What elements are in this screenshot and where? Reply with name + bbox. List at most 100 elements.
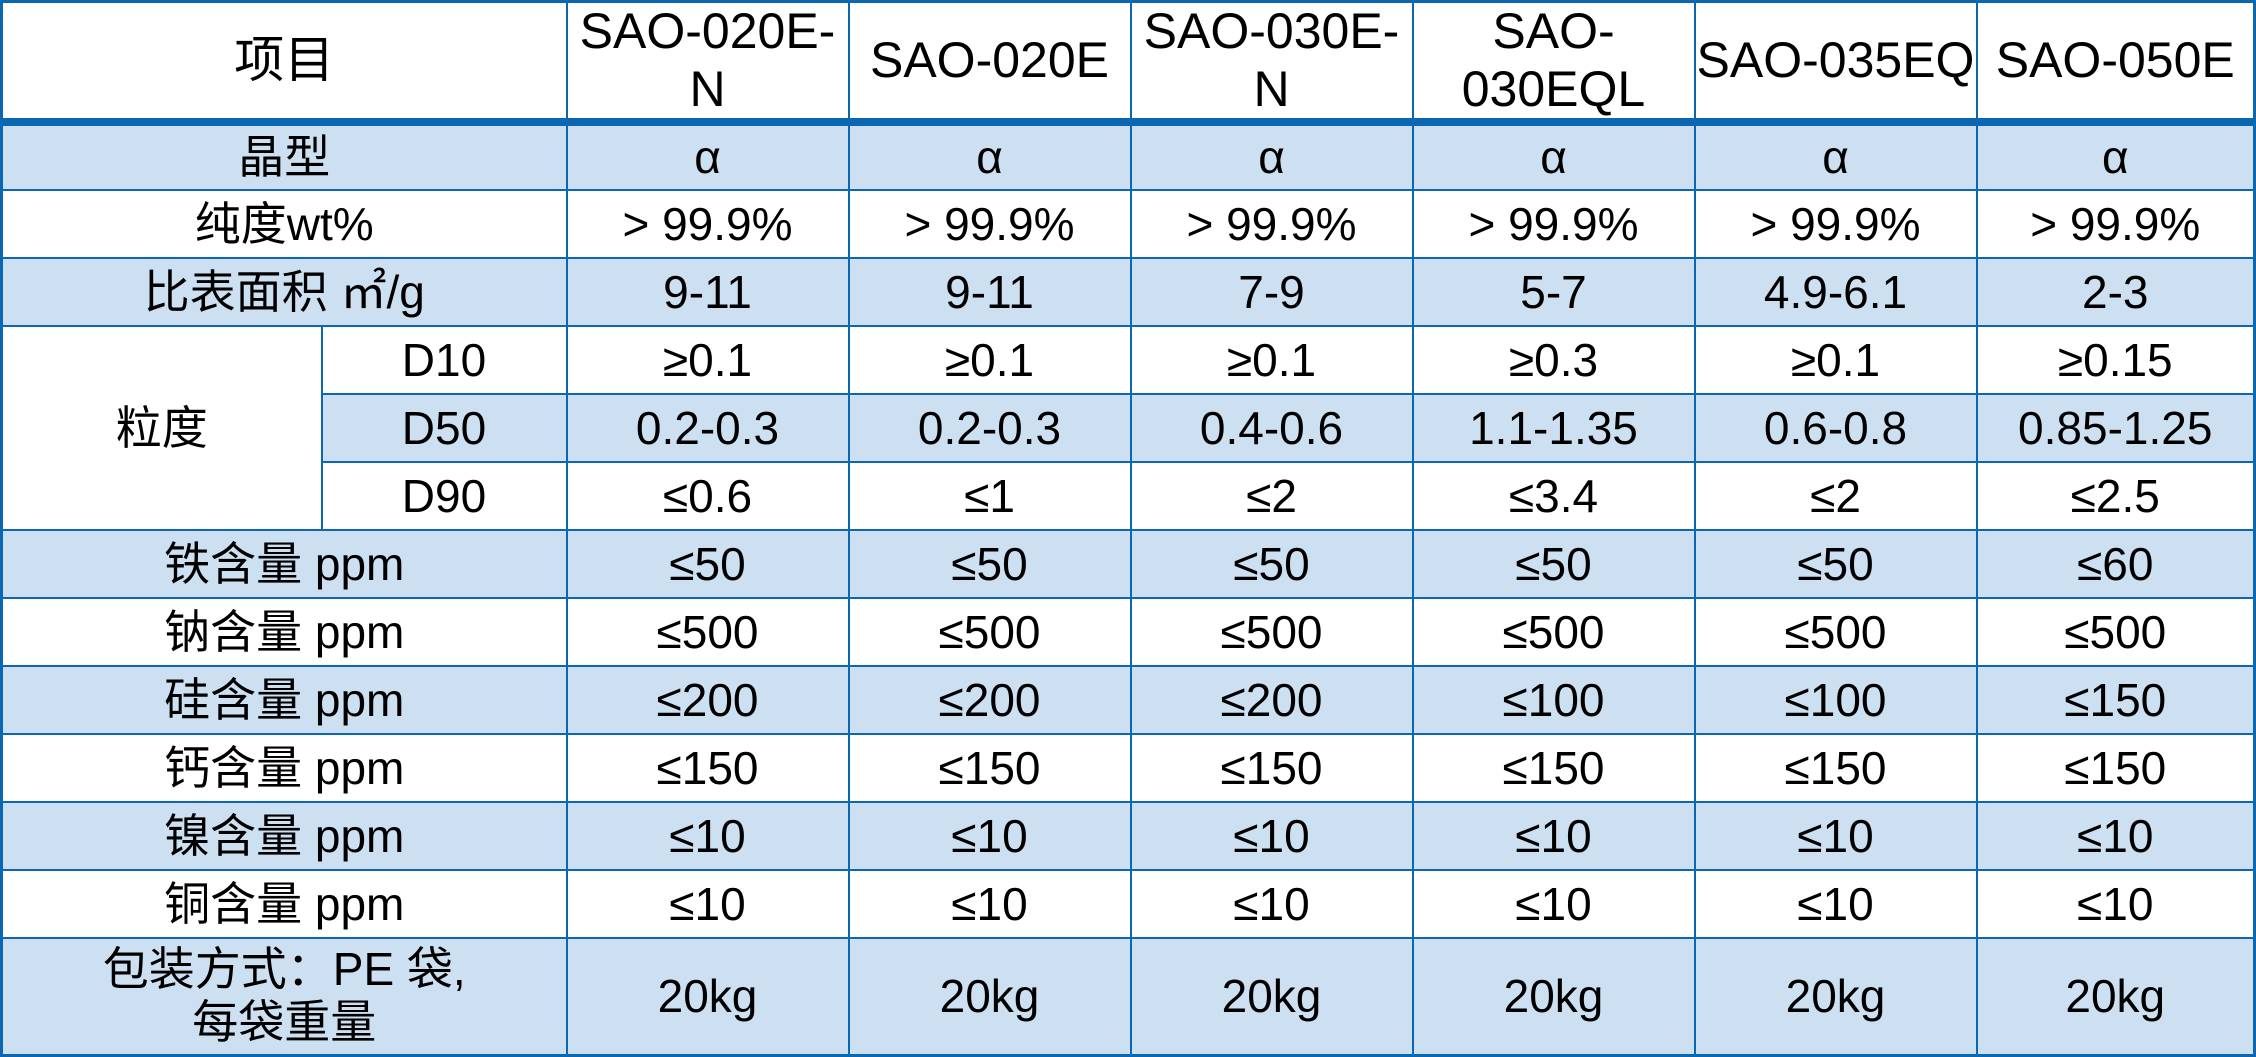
spec-value-cell: ≤50 <box>1693 529 1978 599</box>
spec-value-cell: > 99.9% <box>1693 189 1978 259</box>
spec-value-cell: ≤2 <box>1693 461 1978 531</box>
spec-value-cell: ≤1 <box>847 461 1132 531</box>
spec-value-cell: ≤500 <box>1129 597 1414 667</box>
spec-value-cell: ≤10 <box>565 801 850 871</box>
spec-value-cell: ≤10 <box>847 801 1132 871</box>
header-product-sao-035eq: SAO-035EQ <box>1693 0 1978 126</box>
spec-value-cell: ≤500 <box>1411 597 1696 667</box>
spec-value-cell: ≥0.1 <box>1693 325 1978 395</box>
spec-value-cell: 0.2-0.3 <box>565 393 850 463</box>
row-sodium-content: 钠含量 ppm ≤500 ≤500 ≤500 ≤500 ≤500 ≤500 <box>0 597 2256 667</box>
spec-value-cell: ≤50 <box>1411 529 1696 599</box>
spec-value-cell: ≥0.1 <box>847 325 1132 395</box>
spec-value-cell: > 99.9% <box>1975 189 2256 259</box>
spec-value-cell: ≤150 <box>1129 733 1414 803</box>
spec-value-cell: α <box>847 121 1132 191</box>
spec-value-cell: ≤100 <box>1411 665 1696 735</box>
row-label-copper-content: 铜含量 ppm <box>0 869 568 939</box>
spec-value-cell: ≤500 <box>1975 597 2256 667</box>
spec-value-cell: > 99.9% <box>565 189 850 259</box>
row-iron-content: 铁含量 ppm ≤50 ≤50 ≤50 ≤50 ≤50 ≤60 <box>0 529 2256 599</box>
spec-value-cell: ≤10 <box>1129 869 1414 939</box>
row-label-sodium-content: 钠含量 ppm <box>0 597 568 667</box>
spec-value-cell: 20kg <box>847 937 1132 1056</box>
row-label-crystal-form: 晶型 <box>0 121 568 191</box>
packaging-label-line1: 包装方式：PE 袋, <box>102 943 466 996</box>
header-product-sao-020e: SAO-020E <box>847 0 1132 126</box>
row-crystal-form: 晶型 α α α α α α <box>0 121 2256 191</box>
row-copper-content: 铜含量 ppm ≤10 ≤10 ≤10 ≤10 ≤10 ≤10 <box>0 869 2256 939</box>
spec-value-cell: α <box>1411 121 1696 191</box>
spec-value-cell: α <box>565 121 850 191</box>
spec-value-cell: ≤500 <box>847 597 1132 667</box>
spec-value-cell: α <box>1975 121 2256 191</box>
spec-value-cell: ≤10 <box>1693 801 1978 871</box>
spec-value-cell: > 99.9% <box>1129 189 1414 259</box>
spec-value-cell: ≤100 <box>1693 665 1978 735</box>
spec-value-cell: ≤10 <box>1129 801 1414 871</box>
row-label-surface-area: 比表面积 ㎡/g <box>0 257 568 327</box>
spec-value-cell: ≥0.3 <box>1411 325 1696 395</box>
spec-value-cell: 0.4-0.6 <box>1129 393 1414 463</box>
row-particle-size-d50: D50 0.2-0.3 0.2-0.3 0.4-0.6 1.1-1.35 0.6… <box>2 393 2256 463</box>
spec-value-cell: α <box>1129 121 1414 191</box>
spec-value-cell: ≤50 <box>565 529 850 599</box>
spec-value-cell: 0.6-0.8 <box>1693 393 1978 463</box>
row-surface-area: 比表面积 ㎡/g 9-11 9-11 7-9 5-7 4.9-6.1 2-3 <box>0 257 2256 327</box>
spec-value-cell: ≤50 <box>1129 529 1414 599</box>
spec-value-cell: 20kg <box>1411 937 1696 1056</box>
row-label-purity: 纯度wt% <box>0 189 568 259</box>
packaging-label-line2: 每袋重量 <box>192 996 377 1049</box>
spec-value-cell: ≤0.6 <box>565 461 850 531</box>
header-product-sao-050e: SAO-050E <box>1975 0 2256 126</box>
spec-value-cell: ≤2 <box>1129 461 1414 531</box>
row-label-iron-content: 铁含量 ppm <box>0 529 568 599</box>
spec-value-cell: ≤10 <box>847 869 1132 939</box>
row-particle-size-d10: 粒度 D10 ≥0.1 ≥0.1 ≥0.1 ≥0.3 ≥0.1 ≥0.15 <box>0 325 2256 531</box>
header-product-sao-030eql: SAO-030EQL <box>1411 0 1696 126</box>
spec-value-cell: ≤500 <box>1693 597 1978 667</box>
row-label-silicon-content: 硅含量 ppm <box>0 665 568 735</box>
row-particle-size-d90: D90 ≤0.6 ≤1 ≤2 ≤3.4 ≤2 ≤2.5 <box>2 461 2256 531</box>
spec-value-cell: ≤2.5 <box>1975 461 2256 531</box>
spec-value-cell: α <box>1693 121 1978 191</box>
row-sublabel-d10: D10 <box>320 325 568 395</box>
spec-value-cell: 2-3 <box>1975 257 2256 327</box>
spec-value-cell: ≤200 <box>565 665 850 735</box>
row-calcium-content: 钙含量 ppm ≤150 ≤150 ≤150 ≤150 ≤150 ≤150 <box>0 733 2256 803</box>
spec-value-cell: 20kg <box>565 937 850 1056</box>
spec-value-cell: ≥0.1 <box>565 325 850 395</box>
spec-value-cell: ≤200 <box>1129 665 1414 735</box>
spec-value-cell: 0.2-0.3 <box>847 393 1132 463</box>
spec-value-cell: ≥0.15 <box>1975 325 2256 395</box>
spec-value-cell: ≥0.1 <box>1129 325 1414 395</box>
spec-value-cell: 5-7 <box>1411 257 1696 327</box>
spec-value-cell: 1.1-1.35 <box>1411 393 1696 463</box>
spec-value-cell: ≤150 <box>847 733 1132 803</box>
spec-value-cell: ≤10 <box>1411 801 1696 871</box>
spec-value-cell: 20kg <box>1693 937 1978 1056</box>
header-product-sao-020e-n: SAO-020E-N <box>565 0 850 126</box>
spec-value-cell: 20kg <box>1975 937 2256 1056</box>
spec-value-cell: ≤50 <box>847 529 1132 599</box>
spec-value-cell: ≤150 <box>1693 733 1978 803</box>
row-purity: 纯度wt% > 99.9% > 99.9% > 99.9% > 99.9% > … <box>0 189 2256 259</box>
spec-value-cell: 9-11 <box>847 257 1132 327</box>
spec-value-cell: 9-11 <box>565 257 850 327</box>
spec-value-cell: ≤150 <box>1411 733 1696 803</box>
spec-value-cell: ≤150 <box>1975 733 2256 803</box>
row-packaging: 包装方式：PE 袋, 每袋重量 20kg 20kg 20kg 20kg 20kg… <box>0 937 2256 1056</box>
row-sublabel-d90: D90 <box>320 461 568 531</box>
row-nickel-content: 镍含量 ppm ≤10 ≤10 ≤10 ≤10 ≤10 ≤10 <box>0 801 2256 871</box>
spec-value-cell: 4.9-6.1 <box>1693 257 1978 327</box>
spec-value-cell: ≤10 <box>1411 869 1696 939</box>
spec-value-cell: ≤10 <box>565 869 850 939</box>
header-item-label: 项目 <box>0 0 568 126</box>
spec-value-cell: ≤500 <box>565 597 850 667</box>
row-group-label-particle-size: 粒度 <box>0 325 323 531</box>
spec-value-cell: > 99.9% <box>847 189 1132 259</box>
spec-value-cell: ≤150 <box>565 733 850 803</box>
spec-value-cell: ≤3.4 <box>1411 461 1696 531</box>
